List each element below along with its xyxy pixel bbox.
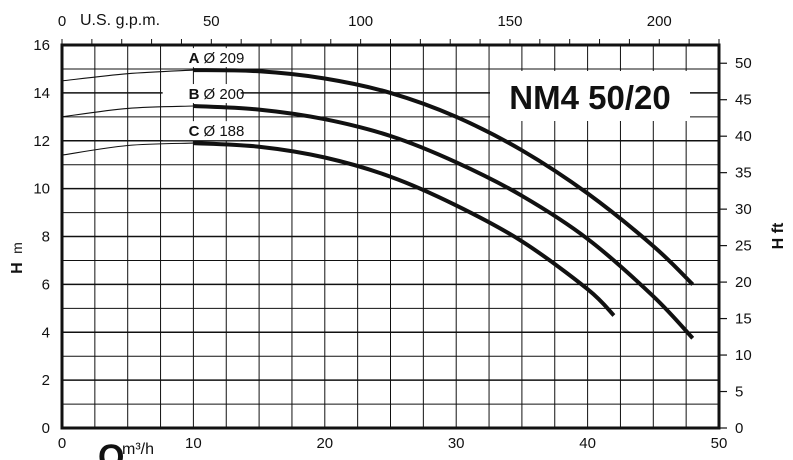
y-tick-label: 8 <box>42 229 50 246</box>
x2-tick-label: 200 <box>647 13 672 30</box>
y-tick-label: 12 <box>33 133 50 150</box>
curve-diameter: Ø 209 <box>203 50 244 67</box>
title-box: NM4 50/20 <box>490 71 690 121</box>
curve-letter: A <box>189 50 200 67</box>
curve-b-extension <box>61 105 194 118</box>
y-tick-label: 0 <box>42 420 50 437</box>
y2-tick-label: 45 <box>735 92 752 109</box>
y2-tick-label: 0 <box>735 420 743 437</box>
y2-tick-label: 15 <box>735 311 752 328</box>
y-tick-label: 16 <box>33 37 50 54</box>
curve-diameter: Ø 188 <box>203 123 244 140</box>
x2-tick-label: 100 <box>348 13 373 30</box>
y-axis-label: H m <box>9 242 26 274</box>
y-axis-unit: m <box>9 242 25 254</box>
x-tick-label: 0 <box>58 435 66 452</box>
curve-label-background <box>162 84 241 104</box>
y-tick-label: 6 <box>42 276 50 293</box>
curve-c-extension <box>61 142 194 156</box>
curve-a-extension <box>61 69 194 82</box>
y-axis-symbol: H <box>9 262 26 274</box>
y2-axis-label: H ft <box>770 222 787 249</box>
curve-label-background <box>162 48 241 68</box>
y2-tick-label: 30 <box>735 201 752 218</box>
pump-curves <box>61 68 695 340</box>
y2-tick-label: 50 <box>735 55 752 72</box>
y2-tick-label: 5 <box>735 384 743 401</box>
curve-c <box>193 141 616 317</box>
curve-b <box>193 104 695 340</box>
x-axis-label: Q <box>98 438 124 460</box>
y-tick-label: 4 <box>42 324 50 341</box>
curve-label-background <box>162 121 241 141</box>
x-tick-label: 30 <box>448 435 465 452</box>
chart-title: NM4 50/20 <box>509 79 670 116</box>
curve-a <box>193 68 695 286</box>
x-tick-label: 50 <box>711 435 728 452</box>
y2-tick-label: 25 <box>735 238 752 255</box>
curve-letter: B <box>189 86 200 103</box>
curve-diameter: Ø 200 <box>203 86 244 103</box>
curve-letter: C <box>189 123 200 140</box>
x2-tick-label: 150 <box>497 13 522 30</box>
x-axis-unit: m³/h <box>122 441 154 458</box>
x-tick-label: 10 <box>185 435 202 452</box>
plot-border <box>60 43 721 430</box>
y2-tick-label: 35 <box>735 165 752 182</box>
top-axis-unit: U.S. g.p.m. <box>80 12 160 29</box>
y2-tick-label: 10 <box>735 347 752 364</box>
x2-tick-label: 0 <box>58 13 66 30</box>
y2-tick-label: 40 <box>735 128 752 145</box>
tick-labels: 0 10 20 30 40 50 0 2 4 6 8 10 12 14 16 0 50 100 150 200 0 5 10… <box>33 13 751 452</box>
x2-tick-label: 50 <box>203 13 220 30</box>
y-tick-label: 14 <box>33 85 50 102</box>
y-tick-label: 10 <box>33 181 50 198</box>
x-tick-label: 20 <box>316 435 333 452</box>
x-tick-label: 40 <box>579 435 596 452</box>
y-tick-label: 2 <box>42 372 50 389</box>
y2-tick-label: 20 <box>735 274 752 291</box>
